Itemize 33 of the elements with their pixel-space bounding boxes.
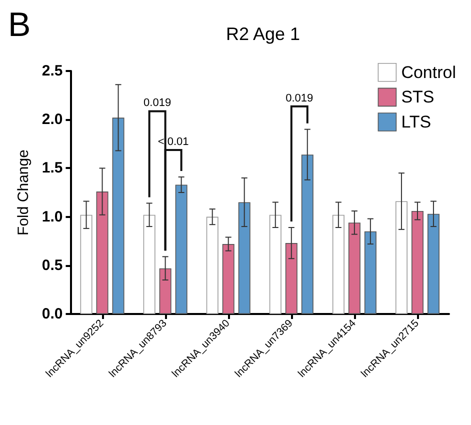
bar	[238, 202, 250, 314]
bar	[411, 210, 424, 314]
legend-label: Control	[401, 62, 456, 82]
bar	[395, 201, 408, 314]
bar	[206, 216, 218, 314]
legend-label: LTS	[401, 112, 432, 132]
bar	[159, 268, 172, 314]
annotation: < 0.01	[158, 136, 189, 148]
y-tick-label: 2.0	[42, 111, 63, 128]
chart-title: R2 Age 1	[226, 24, 300, 44]
annotation: 0.019	[286, 92, 314, 104]
bar	[427, 214, 440, 314]
y-tick-label: 1.0	[42, 208, 63, 226]
bar	[364, 231, 376, 314]
bar	[285, 243, 298, 314]
y-axis-title: Fold Change	[15, 150, 32, 236]
text: B	[8, 6, 31, 44]
y-tick-label: 1.5	[42, 160, 63, 177]
legend-label: STS	[401, 88, 434, 107]
y-tick-label: 2.5	[42, 62, 63, 80]
bar	[269, 214, 282, 314]
bar	[96, 192, 108, 314]
y-tick-label: 0.5	[42, 256, 63, 274]
bar	[175, 184, 188, 314]
bar	[222, 244, 234, 314]
bar	[348, 222, 360, 314]
bar	[112, 118, 124, 314]
bar	[332, 214, 344, 314]
annotation: 0.019	[144, 97, 172, 110]
bar	[80, 214, 92, 314]
y-tick-label: 0.0	[42, 306, 63, 322]
bar	[143, 214, 156, 314]
bar	[301, 154, 314, 314]
